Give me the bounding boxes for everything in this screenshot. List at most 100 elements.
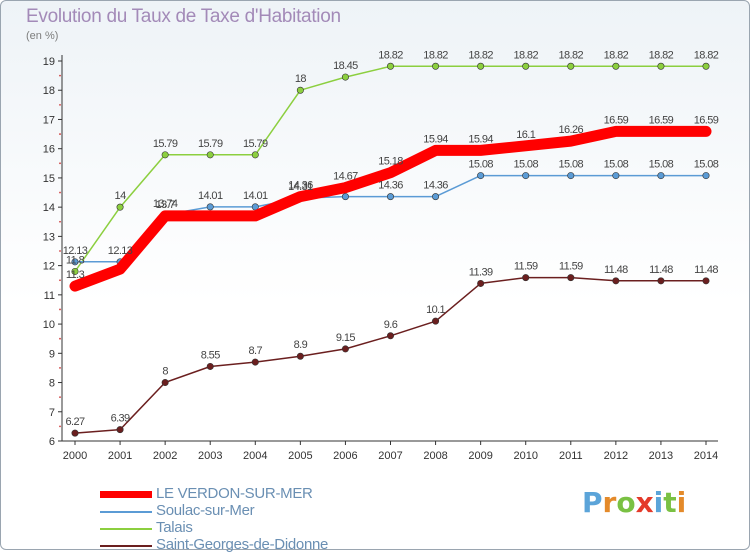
data-point-saint-georges-2011 — [567, 274, 575, 282]
data-label-soulac-2005: 14.31 — [288, 181, 313, 193]
data-point-saint-georges-2014 — [702, 277, 710, 285]
data-label-talais-2009: 18.82 — [468, 49, 493, 61]
y-minor-dot — [59, 74, 61, 77]
data-point-le-verdon-2000 — [70, 281, 80, 292]
data-label-le-verdon-2010: 16.1 — [516, 129, 535, 141]
series-line-saint-georges — [74, 276, 707, 434]
data-point-soulac-2003 — [206, 203, 214, 211]
data-point-saint-georges-2010 — [522, 274, 530, 282]
data-point-soulac-2012 — [612, 172, 620, 180]
data-label-talais-2011: 18.82 — [559, 49, 584, 61]
data-point-talais-2010 — [522, 62, 530, 70]
data-point-le-verdon-2001 — [115, 264, 126, 275]
data-label-soulac-2010: 15.08 — [513, 159, 538, 171]
data-label-le-verdon-2006: 14.67 — [333, 171, 358, 183]
data-point-le-verdon-2014 — [701, 126, 711, 137]
data-label-saint-georges-2000: 6.27 — [65, 416, 84, 428]
y-minor-dot — [59, 191, 61, 194]
data-point-talais-2006 — [341, 73, 349, 81]
x-tick-label-2001: 2001 — [108, 450, 132, 462]
x-tick-label-2011: 2011 — [559, 450, 583, 462]
data-label-saint-georges-2001: 6.39 — [111, 413, 130, 425]
unit-label: (en %) — [26, 30, 59, 42]
y-minor-dot — [59, 337, 61, 340]
legend-item-talais: Talais — [100, 519, 400, 538]
data-point-saint-georges-2007 — [386, 332, 394, 340]
y-minor-dot — [59, 396, 61, 399]
data-point-le-verdon-2007 — [385, 167, 396, 178]
y-tick-label-10: 10 — [43, 319, 55, 331]
data-label-talais-2002: 15.79 — [153, 138, 178, 150]
legend-swatch-le-verdon — [100, 491, 152, 498]
y-minor-dot — [59, 250, 61, 252]
y-minor-dot — [59, 279, 61, 282]
data-point-le-verdon-2008 — [430, 145, 441, 156]
data-label-talais-2001: 14 — [115, 190, 127, 202]
data-label-saint-georges-2013: 11.48 — [649, 264, 673, 276]
data-label-talais-2008: 18.82 — [423, 49, 448, 61]
data-label-le-verdon-2014: 16.59 — [694, 114, 719, 126]
data-label-soulac-2007: 14.36 — [378, 180, 403, 192]
y-tick-label-19: 19 — [43, 56, 55, 68]
data-point-talais-2004 — [251, 151, 259, 159]
data-point-talais-2001 — [116, 203, 124, 211]
data-label-saint-georges-2007: 9.6 — [384, 319, 398, 331]
y-tick-label-8: 8 — [49, 378, 55, 390]
data-point-le-verdon-2003 — [205, 210, 216, 221]
x-tick-label-2000: 2000 — [63, 450, 87, 462]
legend-swatch-saint-georges — [100, 545, 152, 547]
data-point-soulac-2013 — [657, 172, 665, 180]
logo-letter: r — [602, 486, 617, 519]
data-point-le-verdon-2002 — [160, 210, 171, 221]
x-tick-label-2002: 2002 — [153, 450, 177, 462]
data-point-le-verdon-2012 — [610, 126, 621, 137]
data-label-soulac-2012: 15.08 — [604, 159, 629, 171]
data-point-saint-georges-2008 — [432, 317, 440, 325]
y-minor-dot — [59, 425, 61, 428]
legend-label-soulac: Soulac-sur-Mer — [156, 502, 255, 519]
logo-letter: t — [663, 486, 677, 519]
legend-label-saint-georges: Saint-Georges-de-Didonne — [156, 536, 329, 553]
y-tick-label-13: 13 — [43, 231, 55, 243]
data-label-saint-georges-2012: 11.48 — [604, 264, 628, 276]
x-tick-label-2004: 2004 — [243, 450, 267, 462]
data-point-le-verdon-2009 — [475, 145, 486, 156]
y-tick-label-18: 18 — [43, 85, 55, 97]
data-label-saint-georges-2011: 11.59 — [559, 261, 583, 273]
data-label-talais-2004: 15.79 — [243, 138, 268, 150]
y-tick-label-15: 15 — [43, 173, 55, 185]
data-point-saint-georges-2003 — [206, 362, 214, 370]
data-point-soulac-2010 — [522, 172, 530, 180]
data-label-le-verdon-2011: 16.26 — [559, 124, 584, 136]
data-label-talais-2013: 18.82 — [649, 49, 674, 61]
data-point-saint-georges-2004 — [251, 358, 259, 366]
data-label-soulac-2004: 14.01 — [243, 190, 268, 202]
legend-item-soulac: Soulac-sur-Mer — [100, 502, 400, 521]
data-point-talais-2012 — [612, 62, 620, 70]
data-point-soulac-2009 — [477, 172, 485, 180]
data-point-talais-2008 — [432, 62, 440, 70]
data-point-talais-2009 — [477, 62, 485, 70]
y-minor-dot — [59, 308, 61, 311]
data-label-soulac-2013: 15.08 — [649, 159, 674, 171]
data-point-saint-georges-2002 — [161, 379, 169, 387]
data-label-talais-2003: 15.79 — [198, 138, 223, 150]
data-label-le-verdon-2013: 16.59 — [649, 114, 674, 126]
x-tick-label-2013: 2013 — [649, 450, 673, 462]
data-label-saint-georges-2002: 8 — [162, 366, 168, 378]
data-point-saint-georges-2012 — [612, 277, 620, 285]
data-label-soulac-2011: 15.08 — [559, 159, 584, 171]
data-label-saint-georges-2014: 11.48 — [694, 264, 718, 276]
data-label-le-verdon-2007: 15.18 — [378, 156, 403, 168]
data-point-le-verdon-2005 — [295, 191, 306, 202]
x-tick-label-2007: 2007 — [378, 450, 402, 462]
logo-letter: x — [635, 486, 654, 519]
data-label-soulac-2001: 12.13 — [108, 245, 133, 257]
data-label-saint-georges-2009: 11.39 — [469, 266, 493, 278]
data-point-talais-2011 — [567, 62, 575, 70]
legend-label-le-verdon: LE VERDON-SUR-MER — [156, 485, 313, 502]
y-minor-dot — [59, 162, 61, 165]
data-label-soulac-2000: 12.13 — [63, 245, 88, 257]
logo-letter: P — [582, 486, 603, 519]
